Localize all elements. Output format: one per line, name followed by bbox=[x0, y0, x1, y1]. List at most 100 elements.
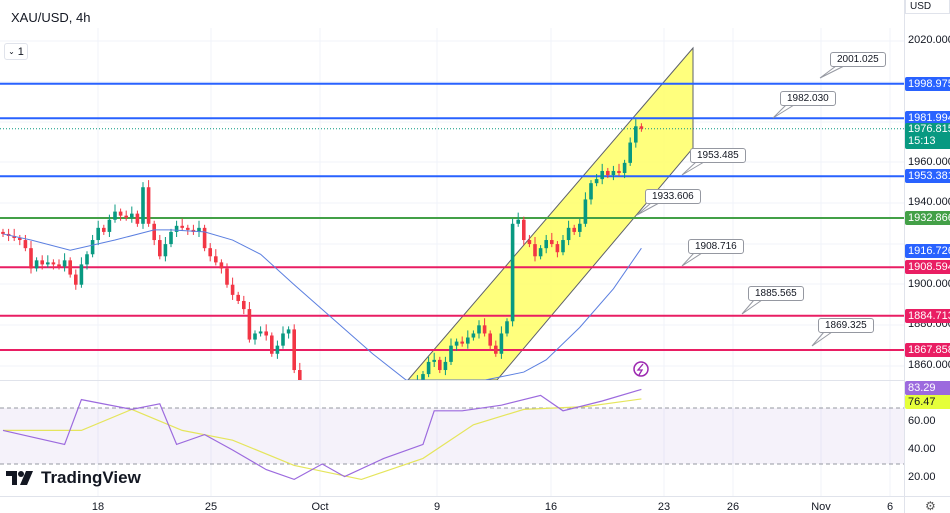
price-callout[interactable]: 1869.325 bbox=[818, 318, 874, 333]
price-callout[interactable]: 1933.606 bbox=[645, 189, 701, 204]
candle-body bbox=[477, 325, 481, 334]
candle-body bbox=[34, 260, 39, 269]
candle bbox=[611, 165, 616, 181]
candle bbox=[416, 375, 418, 380]
settings-gear-icon[interactable]: ⚙ bbox=[925, 499, 936, 513]
candle bbox=[600, 163, 604, 185]
candle-body bbox=[460, 341, 464, 344]
candle-body bbox=[264, 331, 268, 336]
candle-body bbox=[572, 227, 576, 232]
candle bbox=[230, 277, 235, 300]
date-tick: 26 bbox=[726, 501, 740, 513]
candle bbox=[550, 232, 554, 248]
candle-body bbox=[152, 223, 156, 241]
candle-body bbox=[454, 341, 459, 346]
candle-body bbox=[538, 248, 543, 257]
candle bbox=[180, 218, 184, 231]
lightning-icon[interactable] bbox=[633, 361, 649, 377]
candle-body bbox=[510, 223, 515, 322]
candle-body bbox=[527, 240, 532, 245]
candle-body bbox=[219, 262, 224, 269]
price-callout[interactable]: 1908.716 bbox=[688, 239, 744, 254]
candle bbox=[572, 224, 576, 235]
candle-body bbox=[270, 335, 274, 354]
candle bbox=[404, 387, 408, 399]
candle-body bbox=[40, 260, 44, 265]
candle-body bbox=[494, 345, 498, 354]
candle-body bbox=[225, 268, 229, 285]
candle bbox=[130, 206, 134, 223]
price-callout[interactable]: 1953.485 bbox=[690, 148, 746, 163]
rsi-signal-label: 76.47 bbox=[905, 395, 950, 409]
candle-body bbox=[421, 374, 425, 380]
candle-body bbox=[46, 262, 50, 265]
candle bbox=[628, 137, 632, 166]
candle bbox=[488, 330, 492, 351]
candle bbox=[107, 214, 112, 237]
candle-body bbox=[18, 238, 22, 241]
candle bbox=[74, 269, 78, 290]
candle-body bbox=[550, 240, 554, 245]
candle bbox=[555, 241, 560, 258]
candle-body bbox=[96, 227, 100, 241]
date-tick: 16 bbox=[544, 501, 558, 513]
date-tick: 25 bbox=[204, 501, 218, 513]
candle-body bbox=[499, 333, 504, 354]
candle bbox=[258, 326, 263, 337]
moving-average-line bbox=[2, 229, 642, 380]
candle bbox=[197, 220, 201, 237]
candle-body bbox=[118, 211, 123, 216]
candle bbox=[51, 259, 56, 270]
price-callout[interactable]: 1885.565 bbox=[748, 286, 804, 301]
candle-body bbox=[85, 254, 89, 265]
candle bbox=[68, 257, 72, 278]
candle bbox=[399, 389, 403, 407]
candle bbox=[583, 192, 588, 227]
candle-body bbox=[180, 225, 184, 228]
candle-body bbox=[634, 126, 638, 143]
price-callout[interactable]: 2001.025 bbox=[830, 52, 886, 67]
chevron-down-icon: ⌄ bbox=[8, 47, 15, 56]
candle-body bbox=[628, 142, 632, 163]
candle bbox=[191, 224, 196, 235]
candle-body bbox=[29, 248, 33, 269]
candle bbox=[466, 330, 470, 349]
candle bbox=[62, 253, 67, 272]
candle-body bbox=[135, 213, 140, 224]
currency-label: USD bbox=[910, 1, 932, 12]
candle-body bbox=[1, 231, 5, 234]
level-price-label: 1932.866 bbox=[905, 210, 950, 225]
rsi-tick: 60.00 bbox=[908, 415, 936, 427]
candle-body bbox=[214, 256, 218, 263]
candle-body bbox=[611, 170, 616, 176]
candle bbox=[264, 324, 268, 341]
legend-collapse-button[interactable]: ⌄ 1 bbox=[4, 43, 28, 60]
indicator-count: 1 bbox=[17, 45, 24, 58]
candle bbox=[286, 326, 291, 339]
candle bbox=[174, 220, 179, 237]
candle bbox=[208, 243, 212, 262]
candle-body bbox=[202, 227, 207, 249]
candle bbox=[298, 362, 302, 380]
rsi-band bbox=[0, 408, 905, 464]
candle bbox=[102, 224, 106, 235]
ma-price-label: 1916.726 bbox=[905, 243, 950, 258]
price-callout[interactable]: 1982.030 bbox=[780, 91, 836, 106]
symbol-title[interactable]: XAU/USD, 4h bbox=[11, 10, 91, 25]
candle-body bbox=[247, 309, 252, 340]
candle bbox=[124, 210, 128, 221]
candle-body bbox=[158, 240, 162, 257]
currency-select[interactable]: USD bbox=[905, 0, 950, 14]
candle-body bbox=[79, 264, 84, 285]
tradingview-logo: TradingView bbox=[6, 468, 141, 488]
level-price-label: 1953.381 bbox=[905, 169, 950, 184]
candle bbox=[79, 257, 84, 288]
candle-body bbox=[600, 170, 604, 180]
candle bbox=[46, 255, 50, 268]
callout-pointer bbox=[772, 104, 795, 119]
candle bbox=[236, 291, 240, 305]
candle bbox=[606, 167, 610, 179]
candle bbox=[152, 220, 156, 246]
candle bbox=[538, 245, 543, 260]
